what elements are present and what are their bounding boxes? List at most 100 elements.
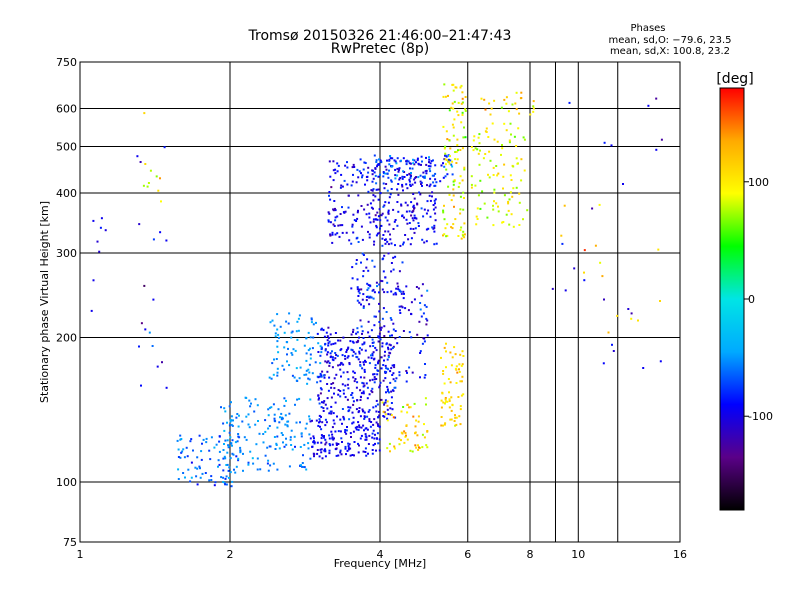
data-point	[222, 422, 225, 425]
data-point	[378, 163, 381, 166]
data-point	[267, 469, 270, 472]
data-point	[453, 346, 456, 349]
data-point	[337, 393, 340, 396]
data-point	[374, 174, 377, 177]
data-point	[360, 261, 362, 264]
data-point	[148, 331, 151, 334]
data-point	[290, 331, 293, 334]
data-point	[382, 379, 385, 382]
data-point	[351, 225, 354, 228]
data-point	[455, 382, 458, 384]
data-point	[399, 290, 402, 293]
data-point	[412, 158, 414, 161]
data-point	[291, 353, 294, 356]
data-point	[447, 160, 450, 163]
data-point	[342, 211, 345, 214]
data-point	[397, 193, 400, 196]
data-point	[381, 212, 384, 215]
data-point	[362, 337, 365, 339]
data-point	[315, 419, 318, 422]
data-point	[492, 224, 495, 227]
data-point	[308, 363, 311, 366]
data-point	[627, 308, 630, 310]
data-point	[512, 225, 515, 228]
data-point	[484, 108, 487, 111]
data-point	[433, 199, 436, 202]
data-point	[179, 456, 182, 459]
data-point	[228, 424, 231, 427]
data-point	[461, 375, 464, 378]
data-point	[316, 441, 319, 444]
data-point	[384, 399, 387, 402]
data-point	[262, 433, 265, 435]
data-point	[332, 419, 335, 422]
data-point	[369, 425, 372, 428]
data-point	[583, 249, 586, 252]
data-point	[388, 159, 391, 162]
data-point	[454, 218, 457, 221]
data-point	[657, 248, 660, 251]
data-point	[337, 164, 340, 167]
data-point	[408, 178, 411, 181]
data-point	[485, 131, 488, 133]
data-point	[475, 223, 478, 226]
data-point	[220, 476, 223, 479]
data-point	[378, 291, 380, 294]
data-point	[320, 448, 323, 451]
data-point	[522, 136, 525, 139]
data-point	[376, 423, 379, 426]
data-point	[384, 172, 387, 175]
data-point	[386, 388, 389, 391]
data-point	[269, 445, 272, 448]
data-point	[421, 160, 423, 163]
data-point	[477, 194, 480, 197]
x-tick-label: 8	[527, 548, 534, 561]
data-point	[401, 177, 404, 180]
data-point	[423, 304, 426, 307]
data-point	[602, 362, 605, 365]
data-point	[512, 187, 515, 190]
data-point	[325, 331, 328, 334]
data-point	[365, 213, 368, 216]
data-point	[366, 428, 369, 431]
data-point	[503, 194, 506, 197]
data-point	[351, 266, 354, 269]
data-point	[409, 176, 412, 179]
data-point	[448, 139, 451, 142]
data-point	[379, 327, 382, 330]
data-point	[201, 442, 203, 445]
data-point	[378, 386, 381, 389]
data-point	[271, 362, 274, 365]
data-point	[404, 201, 407, 204]
data-point	[443, 204, 445, 207]
data-point	[350, 287, 353, 290]
data-point	[400, 439, 402, 442]
data-point	[434, 212, 437, 215]
data-point	[344, 164, 347, 167]
data-point	[357, 451, 360, 454]
data-point	[274, 335, 277, 338]
data-point	[357, 358, 360, 361]
data-point	[410, 201, 413, 204]
data-point	[502, 175, 505, 178]
data-point	[392, 322, 395, 325]
data-point	[177, 478, 180, 480]
data-point	[323, 335, 326, 338]
data-point	[372, 345, 375, 347]
data-point	[199, 467, 201, 470]
data-point	[480, 97, 483, 100]
data-point	[642, 367, 645, 369]
data-point	[442, 162, 444, 165]
data-point	[395, 162, 398, 165]
data-point	[383, 403, 386, 406]
data-point	[215, 443, 218, 446]
data-point	[487, 136, 490, 138]
data-point	[254, 398, 257, 401]
data-point	[294, 403, 296, 406]
data-point	[306, 382, 309, 385]
data-point	[492, 204, 494, 207]
data-point	[412, 219, 415, 222]
data-point	[442, 424, 444, 427]
data-point	[348, 443, 351, 446]
data-point	[403, 441, 406, 444]
